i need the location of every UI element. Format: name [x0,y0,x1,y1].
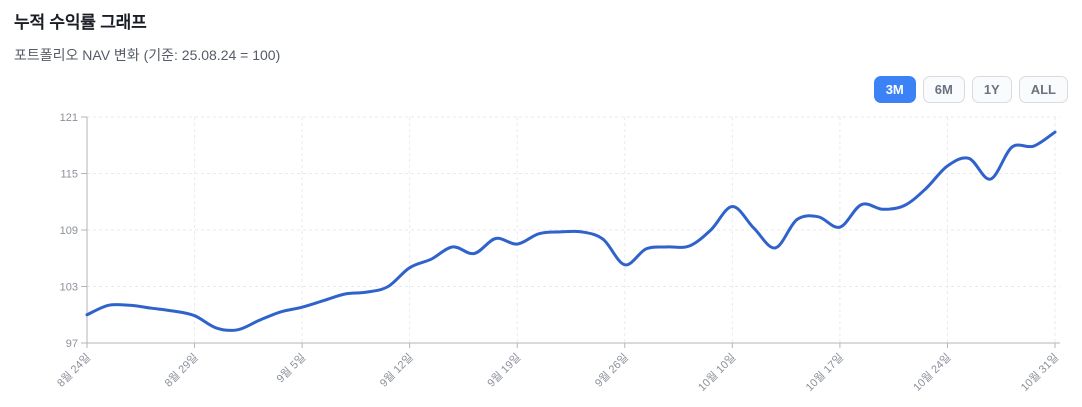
page-title: 누적 수익률 그래프 [14,13,147,32]
chart-subtitle: 포트폴리오 NAV 변화 (기준: 25.08.24 = 100) [14,47,281,63]
x-tick-label: 9월 12일 [376,350,415,389]
x-axis-labels: 8월 24일 8월 29일 9월 5일 9월 12일 9월 19일 9월 26일 10월 1… [54,350,1061,394]
y-tick-label: 115 [60,169,78,181]
x-tick-label: 9월 5일 [273,350,308,385]
axes [81,116,1060,348]
x-tick-label: 10월 10일 [695,350,739,394]
x-tick-label: 10월 31일 [1017,350,1061,394]
y-tick-label: 103 [60,282,78,294]
x-tick-label: 10월 17일 [802,350,846,394]
x-tick-label: 9월 19일 [484,350,523,389]
y-tick-label: 109 [60,225,78,237]
x-tick-label: 10월 24일 [910,350,954,394]
x-tick-label: 8월 29일 [161,350,200,389]
range-button-3m[interactable]: 3M [873,76,916,103]
range-button-1y[interactable]: 1Y [971,76,1012,103]
range-button-6m[interactable]: 6M [922,76,965,103]
x-tick-label: 9월 26일 [592,350,631,389]
y-tick-label: 97 [66,338,78,350]
x-tick-label: 8월 24일 [54,350,93,389]
y-axis-labels: 97 103 109 115 121 [60,112,78,350]
y-tick-label: 121 [60,112,78,124]
range-buttons: 3M 6M 1Y ALL [873,76,1068,103]
range-button-all[interactable]: ALL [1018,76,1068,103]
nav-line-series [85,130,1057,332]
